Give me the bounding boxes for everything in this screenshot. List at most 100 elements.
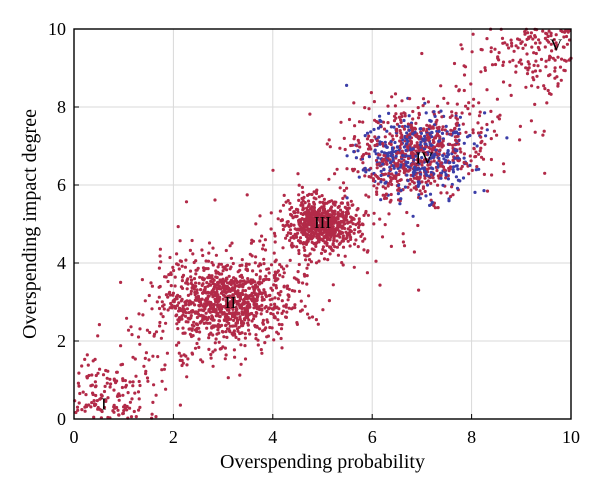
data-point: [403, 124, 407, 128]
data-point: [532, 63, 536, 67]
data-point: [282, 304, 286, 308]
data-point: [402, 165, 406, 169]
data-point: [453, 156, 457, 160]
data-point: [427, 146, 431, 150]
data-point: [416, 146, 420, 150]
data-point: [129, 415, 134, 419]
data-point: [269, 263, 274, 267]
data-point: [226, 294, 230, 298]
data-point: [188, 248, 192, 252]
data-point: [196, 266, 200, 270]
data-point: [322, 223, 326, 227]
data-point: [157, 266, 161, 270]
data-point: [483, 111, 487, 115]
data-point: [534, 51, 538, 56]
data-point: [429, 143, 433, 147]
data-point: [403, 114, 407, 118]
data-point: [278, 273, 282, 277]
data-point: [310, 315, 315, 319]
data-point: [241, 289, 245, 293]
data-point: [75, 405, 80, 409]
data-point: [432, 155, 436, 159]
data-point: [189, 289, 193, 293]
data-point: [351, 169, 355, 173]
data-point: [307, 316, 311, 320]
data-point: [384, 196, 389, 200]
data-point: [219, 280, 223, 284]
data-point: [391, 156, 395, 160]
data-point: [410, 179, 414, 183]
data-point: [446, 149, 450, 153]
data-point: [471, 128, 475, 132]
data-point: [430, 200, 434, 204]
data-point: [437, 125, 441, 129]
data-point: [331, 243, 335, 247]
data-point: [439, 161, 443, 165]
data-point: [154, 330, 159, 334]
data-point: [367, 152, 371, 156]
data-point: [232, 348, 236, 352]
data-point: [501, 80, 506, 84]
data-point: [376, 156, 380, 160]
data-point: [235, 302, 239, 306]
data-point: [365, 250, 369, 254]
data-point: [117, 398, 121, 402]
data-point: [547, 91, 552, 96]
data-point: [254, 273, 258, 277]
data-point: [248, 305, 252, 309]
data-point: [489, 50, 493, 54]
data-point: [435, 161, 439, 165]
data-point: [254, 337, 258, 341]
data-point: [562, 58, 567, 62]
data-point: [391, 137, 395, 141]
data-point: [225, 290, 229, 294]
data-point: [406, 125, 410, 129]
data-point: [207, 309, 211, 313]
data-point: [306, 208, 310, 212]
data-point: [382, 151, 387, 155]
data-point: [263, 238, 267, 242]
data-point: [207, 315, 211, 319]
data-point: [235, 307, 239, 311]
data-point: [335, 245, 339, 249]
cluster-label: I: [101, 394, 107, 413]
data-point: [365, 137, 370, 141]
data-point: [264, 294, 268, 299]
data-point: [162, 303, 166, 307]
data-point: [406, 122, 410, 126]
data-point: [280, 311, 284, 315]
data-point: [498, 113, 502, 117]
data-point: [260, 292, 264, 296]
data-point: [206, 294, 210, 298]
data-point: [417, 113, 421, 117]
data-point: [520, 62, 524, 66]
data-point: [382, 168, 386, 172]
data-point: [258, 275, 262, 279]
data-point: [273, 302, 277, 306]
data-point: [399, 120, 403, 124]
data-point: [125, 316, 129, 320]
data-point: [182, 307, 186, 311]
data-point: [421, 104, 425, 108]
data-point: [351, 222, 355, 226]
data-point: [454, 84, 458, 88]
data-point: [351, 203, 355, 207]
data-point: [389, 142, 393, 147]
data-point: [361, 161, 365, 165]
data-point: [388, 175, 392, 179]
data-point: [303, 248, 307, 252]
data-point: [267, 294, 271, 298]
data-point: [340, 211, 345, 215]
data-point: [150, 284, 154, 288]
data-point: [279, 290, 283, 294]
data-point: [241, 285, 245, 289]
data-point: [185, 375, 189, 379]
data-point: [424, 194, 428, 198]
data-point: [415, 175, 419, 179]
data-point: [283, 224, 287, 228]
data-point: [248, 252, 252, 256]
data-point: [323, 230, 327, 234]
data-point: [479, 135, 483, 139]
data-point: [206, 267, 210, 271]
data-point: [297, 280, 301, 284]
